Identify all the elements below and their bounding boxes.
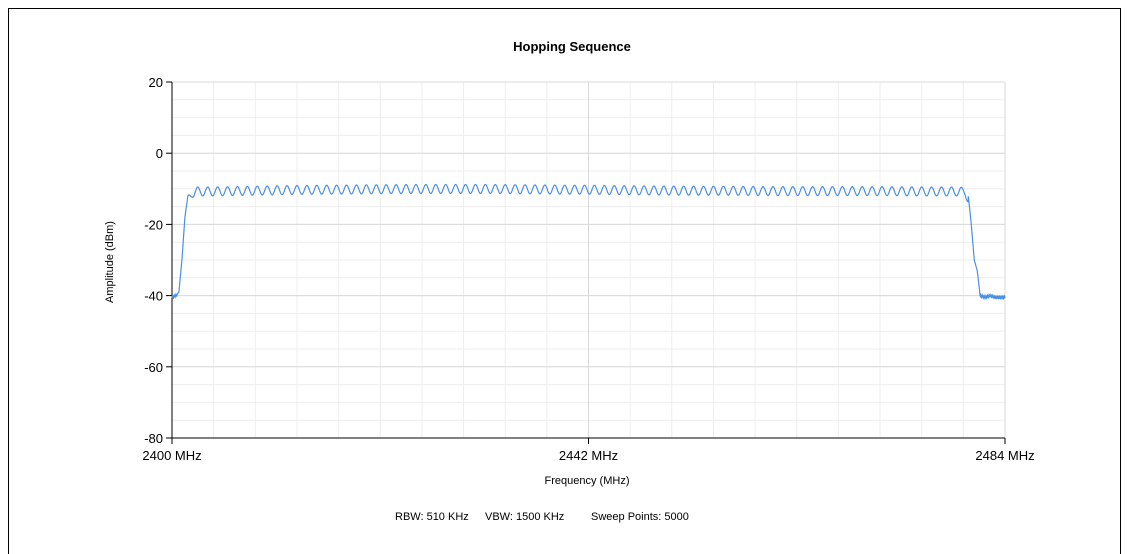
y-tick-label: -60: [144, 360, 163, 375]
series-line-amplitude: [171, 183, 1006, 301]
vbw-label: VBW: 1500 KHz: [485, 511, 564, 523]
chart-title: Hopping Sequence: [513, 39, 631, 54]
axes: [166, 81, 1006, 444]
y-tick-label: -20: [144, 217, 163, 232]
y-tick-label: -80: [144, 431, 163, 446]
x-axis-title: Frequency (MHz): [545, 475, 630, 487]
y-tick-label: 0: [156, 146, 163, 161]
sweep-points-label: Sweep Points: 5000: [591, 511, 689, 523]
footer-info: RBW: 510 KHz VBW: 1500 KHz Sweep Points:…: [395, 511, 689, 523]
grid-layer: [171, 81, 1006, 439]
y-axis-title: Amplitude (dBm): [104, 221, 116, 303]
rbw-label: RBW: 510 KHz: [395, 511, 469, 523]
x-tick-label: 2484 MHz: [975, 448, 1034, 463]
y-tick-label: -40: [144, 289, 163, 304]
tick-labels: 20 0 -20 -40 -60 -80 2400 MHz 2442 MHz 2484 MHz: [142, 75, 1034, 463]
x-tick-label: 2442 MHz: [559, 448, 618, 463]
x-tick-label: 2400 MHz: [142, 448, 201, 463]
chart-frame: [8, 8, 1121, 554]
y-tick-label: 20: [149, 75, 163, 90]
